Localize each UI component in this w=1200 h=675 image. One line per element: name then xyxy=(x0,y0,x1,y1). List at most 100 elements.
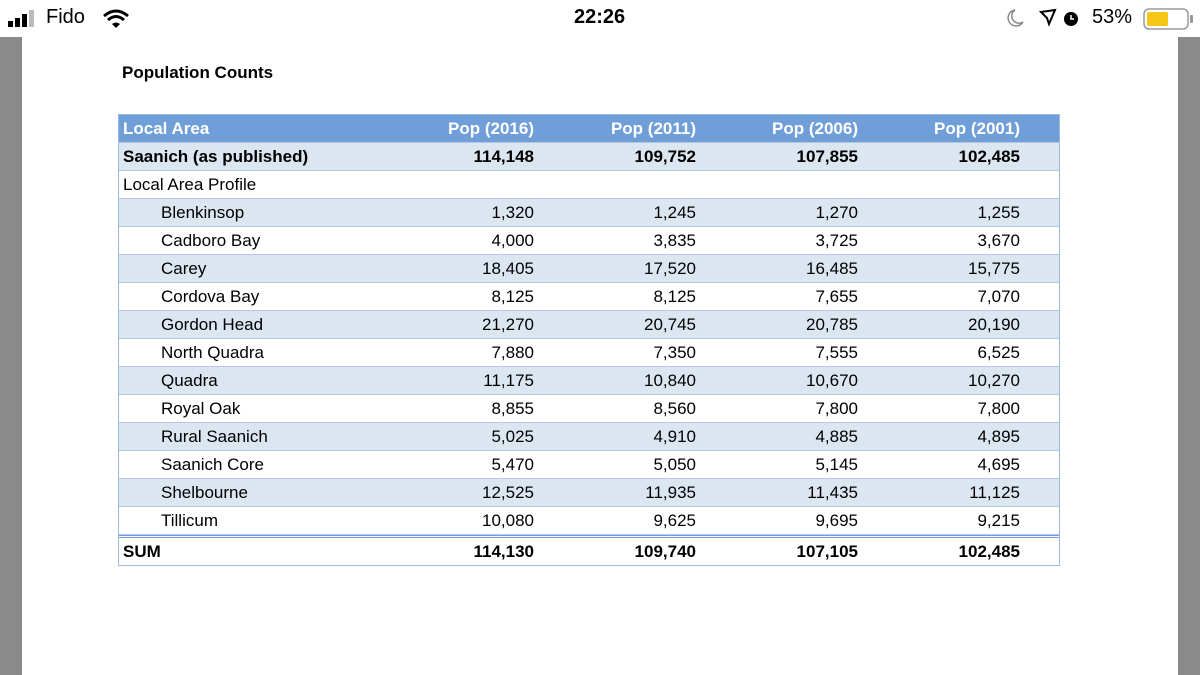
cell: 21,270 xyxy=(482,315,534,334)
cell: 1,255 xyxy=(977,203,1020,222)
cell: 11,175 xyxy=(483,371,534,390)
section-row: Local Area Profile xyxy=(119,171,1059,199)
cell: 5,050 xyxy=(653,455,696,474)
cell: Pop (2016) xyxy=(448,119,534,138)
battery-percent: 53% xyxy=(1092,6,1133,28)
cell: 3,835 xyxy=(653,231,696,250)
table-row: Cadboro Bay 4,000 3,835 3,725 3,670 xyxy=(119,227,1059,255)
table-row: Saanich (as published) 114,148 109,752 107,… xyxy=(119,143,1059,171)
row-label: Blenkinsop xyxy=(161,203,245,222)
cell: 10,670 xyxy=(806,371,858,390)
cell: 7,800 xyxy=(815,399,858,418)
cell: 16,485 xyxy=(806,259,858,278)
population-table: Local Area Pop (2016) Pop (2011) Pop (2006)… xyxy=(118,114,1060,566)
clock: 22:26 xyxy=(574,6,626,28)
row-label: North Quadra xyxy=(161,343,264,362)
status-bar: Fido 22:26 53% xyxy=(0,0,1200,37)
cell: 9,215 xyxy=(977,511,1020,530)
row-label: Saanich Core xyxy=(161,455,265,474)
row-label: Carey xyxy=(161,259,207,278)
table-row: Gordon Head 21,270 20,745 20,785 20,190 xyxy=(119,311,1059,339)
cell: 9,625 xyxy=(653,511,696,530)
cell: 4,885 xyxy=(815,427,858,446)
cell: 4,000 xyxy=(491,231,534,250)
row-label: Local Area xyxy=(123,119,210,138)
cell: Pop (2001) xyxy=(934,119,1020,138)
cell: 5,145 xyxy=(815,455,858,474)
cell: 8,125 xyxy=(653,287,696,306)
cell: 10,840 xyxy=(644,371,696,390)
row-label: Quadra xyxy=(161,371,218,390)
cell: 8,855 xyxy=(491,399,534,418)
cell: 114,148 xyxy=(473,147,534,166)
cell: 5,470 xyxy=(491,455,534,474)
row-label: Tillicum xyxy=(161,511,218,530)
cell: 20,190 xyxy=(968,315,1020,334)
section-label: Local Area Profile xyxy=(123,175,257,194)
row-label: Saanich (as published) xyxy=(123,147,309,166)
cell: 4,910 xyxy=(653,427,696,446)
cell: Pop (2006) xyxy=(772,119,858,138)
table-row: Royal Oak 8,855 8,560 7,800 7,800 xyxy=(119,395,1059,423)
cell: 18,405 xyxy=(482,259,534,278)
cell: 10,270 xyxy=(968,371,1020,390)
cell: 1,245 xyxy=(653,203,696,222)
row-label: Cordova Bay xyxy=(161,287,260,306)
cell: 107,855 xyxy=(796,147,858,166)
cell: 114,130 xyxy=(473,542,534,561)
cell: 109,740 xyxy=(634,542,696,561)
battery-icon xyxy=(1143,8,1193,30)
cell: 10,080 xyxy=(482,511,534,530)
table-row: SUM 114,130 109,740 107,105 102,485 xyxy=(119,535,1059,565)
table-row: Local Area Pop (2016) Pop (2011) Pop (2006)… xyxy=(119,115,1059,143)
cell: 9,695 xyxy=(815,511,858,530)
cell: 8,560 xyxy=(653,399,696,418)
signal-icon xyxy=(8,10,34,27)
table-row: Saanich Core 5,470 5,050 5,145 4,695 xyxy=(119,451,1059,479)
cell: 11,125 xyxy=(969,483,1020,502)
table-row: Blenkinsop 1,320 1,245 1,270 1,255 xyxy=(119,199,1059,227)
cell: 102,485 xyxy=(958,147,1020,166)
wifi-icon xyxy=(103,9,129,28)
cell: 17,520 xyxy=(644,259,696,278)
table-row: Tillicum 10,080 9,625 9,695 9,215 xyxy=(119,507,1059,535)
cell: 4,895 xyxy=(977,427,1020,446)
table-row: Carey 18,405 17,520 16,485 15,775 xyxy=(119,255,1059,283)
cell: 7,555 xyxy=(815,343,858,362)
row-label: Gordon Head xyxy=(161,315,264,334)
cell: 11,435 xyxy=(807,483,858,502)
cell: 1,320 xyxy=(491,203,534,222)
cell: 7,350 xyxy=(653,343,696,362)
cell: 5,025 xyxy=(491,427,534,446)
cell: 7,655 xyxy=(815,287,858,306)
table-row: North Quadra 7,880 7,350 7,555 6,525 xyxy=(119,339,1059,367)
cell: 3,725 xyxy=(815,231,858,250)
table-row: Cordova Bay 8,125 8,125 7,655 7,070 xyxy=(119,283,1059,311)
cell: 20,745 xyxy=(644,315,696,334)
table-row: Quadra 11,175 10,840 10,670 10,270 xyxy=(119,367,1059,395)
row-label: Cadboro Bay xyxy=(161,231,261,250)
cell: 4,695 xyxy=(977,455,1020,474)
row-label: Royal Oak xyxy=(161,399,241,418)
cell: 6,525 xyxy=(977,343,1020,362)
row-label: SUM xyxy=(123,542,161,561)
document-title: Population Counts xyxy=(122,63,274,82)
cell: 7,800 xyxy=(977,399,1020,418)
cell: 15,775 xyxy=(968,259,1020,278)
cell: 1,270 xyxy=(815,203,858,222)
cell: 7,070 xyxy=(977,287,1020,306)
table-row: Rural Saanich 5,025 4,910 4,885 4,895 xyxy=(119,423,1059,451)
cell: 3,670 xyxy=(977,231,1020,250)
cell: 109,752 xyxy=(634,147,696,166)
status-icons xyxy=(1007,8,1078,27)
cell: 20,785 xyxy=(806,315,858,334)
cell: 107,105 xyxy=(796,542,858,561)
cell: 102,485 xyxy=(958,542,1020,561)
cell: 7,880 xyxy=(491,343,534,362)
table-row: Shelbourne 12,525 11,935 11,435 11,125 xyxy=(119,479,1059,507)
cell: 8,125 xyxy=(491,287,534,306)
cell: 12,525 xyxy=(482,483,534,502)
cell: Pop (2011) xyxy=(610,119,696,138)
cell: 11,935 xyxy=(645,483,696,502)
